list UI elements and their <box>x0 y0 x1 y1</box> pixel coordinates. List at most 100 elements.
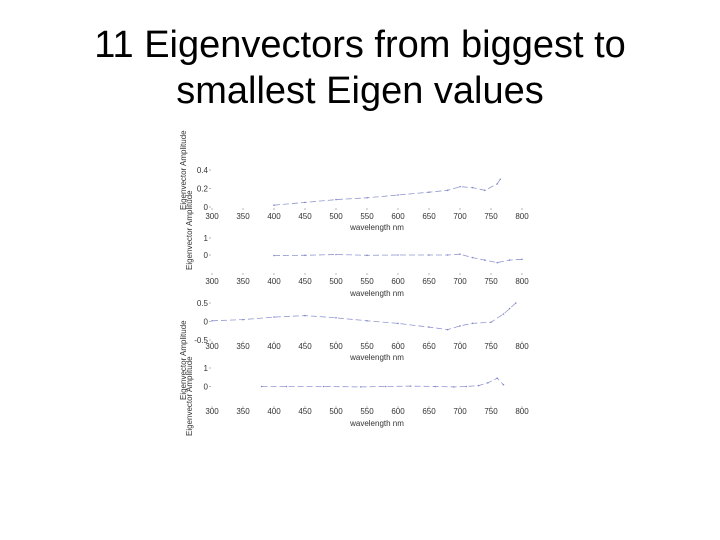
x-tick-label: 600 <box>391 212 405 221</box>
x-tick-label: 400 <box>267 212 281 221</box>
x-tick-label: 800 <box>515 212 529 221</box>
data-point <box>499 178 502 181</box>
data-point <box>428 254 430 256</box>
data-point <box>428 326 430 328</box>
y-axis-title: Eigenvector Amplitude <box>185 190 194 270</box>
data-point <box>304 201 306 204</box>
x-tick-label: 650 <box>422 342 436 351</box>
data-point <box>335 317 337 319</box>
x-tick-label: 450 <box>298 212 312 221</box>
x-tick-label: 500 <box>329 212 343 221</box>
series-line <box>273 179 501 206</box>
data-point <box>459 253 461 255</box>
data-point <box>453 386 455 388</box>
y-tick-label: 0 <box>204 203 209 212</box>
data-point <box>211 319 213 322</box>
y-tick-label: 0.5 <box>197 299 209 308</box>
x-tick-label: 300 <box>205 277 219 286</box>
x-tick-label: 750 <box>484 212 498 221</box>
x-tick-label: 400 <box>267 407 281 416</box>
x-tick-label: 550 <box>360 212 374 221</box>
y-tick-label: 1 <box>204 234 209 243</box>
y-tick-label: 0.2 <box>197 185 209 194</box>
data-point <box>508 307 511 310</box>
data-point <box>496 261 499 264</box>
x-tick-label: 700 <box>453 212 467 221</box>
y-tick-label: 1 <box>204 364 209 373</box>
x-tick-label: 350 <box>236 342 250 351</box>
data-point <box>521 258 523 261</box>
y-tick-label: 0 <box>204 251 209 260</box>
series-line <box>261 377 504 388</box>
data-point <box>242 318 244 321</box>
data-point <box>304 314 306 317</box>
slide-title-line-2: smallest Eigen values <box>176 70 544 112</box>
data-point <box>384 385 387 388</box>
x-tick-label: 750 <box>484 407 498 416</box>
data-point <box>484 259 486 261</box>
x-axis-title: wavelength nm <box>349 419 404 428</box>
series-line <box>211 302 517 331</box>
x-tick-label: 400 <box>267 277 281 286</box>
data-point <box>508 259 511 261</box>
y-tick-label: 0.4 <box>197 166 209 175</box>
x-tick-label: 550 <box>360 277 374 286</box>
data-point <box>335 198 337 201</box>
x-tick-label: 700 <box>453 277 467 286</box>
x-tick-label: 600 <box>391 277 405 286</box>
x-tick-label: 450 <box>298 407 312 416</box>
x-tick-label: 300 <box>205 212 219 221</box>
x-tick-label: 500 <box>329 277 343 286</box>
data-point <box>471 322 474 325</box>
x-axis-title: wavelength nm <box>349 289 404 298</box>
slide-title: 11 Eigenvectors from biggest to smallest… <box>0 22 720 114</box>
x-tick-label: 650 <box>422 407 436 416</box>
data-point <box>446 254 449 256</box>
data-point <box>496 377 499 379</box>
data-point <box>428 191 430 193</box>
data-point <box>465 385 468 388</box>
y-tick-label: -0.5 <box>194 336 208 345</box>
x-axis-title: wavelength nm <box>349 353 404 362</box>
data-point <box>335 253 337 256</box>
x-tick-label: 600 <box>391 407 405 416</box>
x-tick-label: 650 <box>422 277 436 286</box>
data-point <box>446 328 449 331</box>
y-axis-title: Eigenvector Amplitude <box>185 356 194 436</box>
data-point <box>273 204 275 206</box>
x-tick-label: 500 <box>329 407 343 416</box>
slide-title-line-1: 11 Eigenvectors from biggest to <box>94 24 626 66</box>
x-tick-label: 350 <box>236 277 250 286</box>
x-tick-label: 650 <box>422 212 436 221</box>
x-tick-label: 700 <box>453 342 467 351</box>
x-tick-label: 500 <box>329 342 343 351</box>
y-tick-label: 0 <box>204 318 209 327</box>
y-axis-title: Eigenvector Amplitude <box>179 130 188 210</box>
x-tick-label: 450 <box>298 277 312 286</box>
data-point <box>366 319 368 322</box>
x-tick-label: 300 <box>205 342 219 351</box>
y-tick-label: 0 <box>204 383 209 392</box>
data-point <box>490 321 492 324</box>
data-point <box>273 316 275 318</box>
data-point <box>471 256 474 259</box>
data-point <box>502 383 505 386</box>
y-axis-title: Eigenvector Amplitude <box>179 320 188 400</box>
data-point <box>496 183 499 185</box>
x-tick-label: 600 <box>391 342 405 351</box>
data-point <box>304 254 306 257</box>
x-tick-label: 750 <box>484 277 498 286</box>
data-point <box>273 254 275 257</box>
data-point <box>459 185 461 188</box>
x-tick-label: 800 <box>515 342 529 351</box>
data-point <box>409 385 412 387</box>
data-point <box>484 189 486 192</box>
data-point <box>260 385 263 388</box>
data-point <box>502 313 505 315</box>
data-point <box>397 254 399 256</box>
x-tick-label: 700 <box>453 407 467 416</box>
x-tick-label: 300 <box>205 407 219 416</box>
x-axis-title: wavelength nm <box>349 223 404 232</box>
x-tick-label: 450 <box>298 342 312 351</box>
